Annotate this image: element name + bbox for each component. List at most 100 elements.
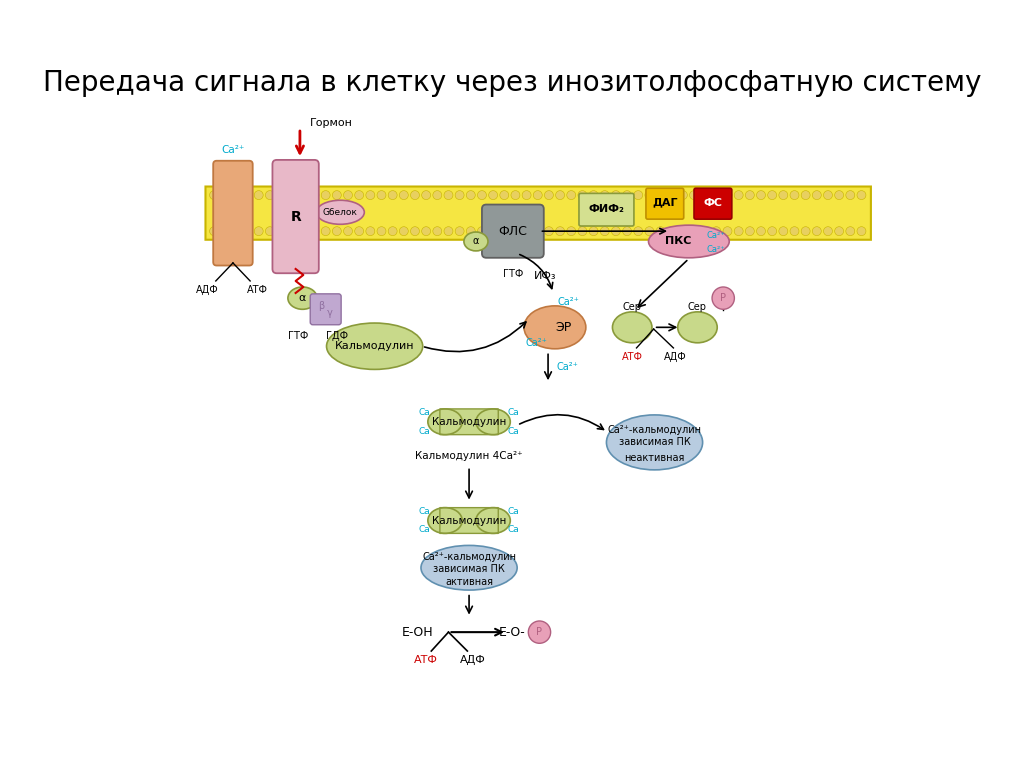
Circle shape [522,190,531,200]
Circle shape [210,227,218,236]
Circle shape [333,227,341,236]
Text: Ca: Ca [419,427,430,435]
Text: Ca²⁺: Ca²⁺ [707,245,726,253]
Text: ГТФ: ГТФ [503,269,523,279]
Text: Ca: Ca [419,408,430,417]
Circle shape [768,227,776,236]
Ellipse shape [288,287,317,310]
Circle shape [545,190,553,200]
Ellipse shape [464,232,488,251]
Text: Ca²⁺: Ca²⁺ [707,231,726,240]
Circle shape [377,227,386,236]
Circle shape [857,227,866,236]
Circle shape [757,190,766,200]
Ellipse shape [524,306,586,349]
Circle shape [700,227,710,236]
Circle shape [768,190,776,200]
Circle shape [288,227,297,236]
FancyBboxPatch shape [272,160,318,273]
Text: зависимая ПК: зависимая ПК [433,564,505,574]
Circle shape [668,227,676,236]
Circle shape [511,227,520,236]
Circle shape [322,227,330,236]
Circle shape [488,190,498,200]
Circle shape [366,227,375,236]
Circle shape [354,190,364,200]
Circle shape [668,190,676,200]
Ellipse shape [421,545,517,590]
Circle shape [310,227,319,236]
Circle shape [511,190,520,200]
Circle shape [734,227,743,236]
Circle shape [689,227,698,236]
Circle shape [779,227,787,236]
Circle shape [265,190,274,200]
Circle shape [566,227,575,236]
Circle shape [254,227,263,236]
Ellipse shape [476,508,510,534]
Circle shape [578,227,587,236]
Text: α: α [299,293,306,303]
Text: АТФ: АТФ [622,352,643,362]
Text: Ca: Ca [508,427,519,435]
Circle shape [466,227,475,236]
Text: Сер: Сер [688,302,707,312]
Text: Кальмодулин: Кальмодулин [432,515,506,525]
Text: Ca²⁺: Ca²⁺ [558,296,580,306]
Text: ФЛС: ФЛС [499,225,527,237]
Ellipse shape [606,415,702,470]
Text: Ca: Ca [419,507,430,515]
Circle shape [433,190,441,200]
Circle shape [254,190,263,200]
Circle shape [243,190,252,200]
Text: ЭР: ЭР [555,321,571,334]
Circle shape [791,190,799,200]
FancyBboxPatch shape [440,409,499,435]
Text: активная: активная [445,578,494,588]
Ellipse shape [612,312,652,343]
Text: Сер: Сер [623,302,642,312]
Circle shape [500,190,509,200]
Ellipse shape [316,200,365,224]
Text: Ca: Ca [508,507,519,515]
Text: Гормон: Гормон [310,118,353,128]
Circle shape [611,227,621,236]
Text: Ca: Ca [508,525,519,535]
Circle shape [399,227,409,236]
Ellipse shape [678,312,717,343]
Circle shape [801,227,810,236]
Text: АТФ: АТФ [247,285,267,295]
Text: зависимая ПК: зависимая ПК [618,438,690,448]
Circle shape [589,190,598,200]
Circle shape [656,190,665,200]
Circle shape [835,190,844,200]
Text: Кальмодулин 4Ca²⁺: Кальмодулин 4Ca²⁺ [416,451,523,461]
Circle shape [522,227,531,236]
Text: Кальмодулин: Кальмодулин [335,341,415,351]
Circle shape [333,190,341,200]
Circle shape [366,190,375,200]
Text: β: β [318,301,325,311]
Text: АДФ: АДФ [460,655,485,666]
Circle shape [411,190,420,200]
Circle shape [566,190,575,200]
Circle shape [477,227,486,236]
Ellipse shape [648,225,729,258]
Text: Е-О-: Е-О- [499,626,525,639]
Text: P: P [720,293,726,303]
Circle shape [679,227,687,236]
Text: Ca²⁺: Ca²⁺ [556,362,578,372]
Text: Ca: Ca [419,525,430,535]
Circle shape [231,227,241,236]
Circle shape [276,190,286,200]
Circle shape [556,190,564,200]
Text: АДФ: АДФ [664,352,686,362]
Circle shape [528,621,551,644]
Text: Ca²⁺: Ca²⁺ [221,144,245,154]
Circle shape [231,190,241,200]
Circle shape [656,227,665,236]
Circle shape [354,227,364,236]
Circle shape [534,190,543,200]
Circle shape [835,227,844,236]
FancyBboxPatch shape [213,161,253,266]
